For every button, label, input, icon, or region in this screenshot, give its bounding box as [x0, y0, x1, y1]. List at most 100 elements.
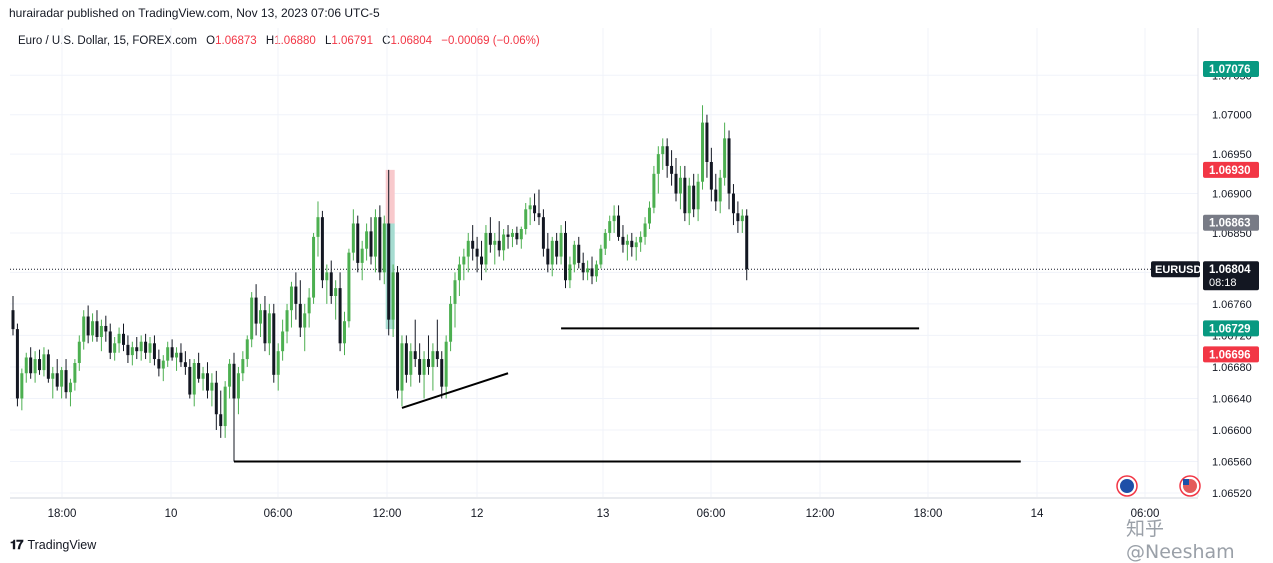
- candle-body: [488, 232, 492, 245]
- last-price-badge-label: 1.06804: [1209, 264, 1251, 276]
- price-badge-label: 1.06863: [1209, 218, 1251, 230]
- candle-body: [502, 234, 506, 251]
- trendline[interactable]: [401, 372, 509, 409]
- price-badge: [1203, 161, 1259, 178]
- y-tick-label: 1.06680: [1212, 362, 1252, 374]
- symbol-badge: [1151, 261, 1200, 278]
- candle-body: [46, 354, 50, 379]
- candle-body: [440, 359, 444, 387]
- candle-body: [91, 321, 95, 336]
- close-value: 1.06804: [390, 35, 433, 47]
- candle-body: [639, 236, 643, 243]
- candle-body: [135, 347, 139, 352]
- high-value: 1.06880: [274, 35, 316, 47]
- open-value: 1.06873: [215, 35, 257, 47]
- symbol-name[interactable]: Euro / U.S. Dollar, 15, FOREX.com: [18, 35, 197, 47]
- candle-body: [533, 205, 537, 214]
- candle-body: [603, 232, 607, 249]
- candle-body: [250, 297, 254, 340]
- candle-body: [55, 373, 59, 387]
- candle-body: [192, 363, 196, 395]
- candle-body: [462, 256, 466, 265]
- candle-body: [466, 240, 470, 257]
- candle-body: [205, 373, 209, 391]
- candle-body: [475, 248, 479, 257]
- tradingview-brand[interactable]: 𝟏𝟕 TradingView: [10, 537, 96, 553]
- candle-body: [449, 303, 453, 342]
- symbol-legend: Euro / U.S. Dollar, 15, FOREX.com O1.068…: [18, 35, 540, 47]
- candle-body: [263, 310, 267, 344]
- candle-body: [568, 264, 572, 281]
- last-price-badge: [1203, 261, 1259, 291]
- bar-countdown-label: 08:18: [1209, 277, 1237, 289]
- candle-body: [219, 414, 223, 427]
- candle-body: [11, 310, 15, 330]
- candle-body: [334, 288, 338, 296]
- publisher-line: hurairadar published on TradingView.com,…: [9, 6, 380, 20]
- price-badge-label: 1.06696: [1209, 349, 1251, 361]
- candle-body: [360, 248, 364, 263]
- candle-body: [515, 232, 519, 240]
- sell-zone[interactable]: [385, 169, 395, 224]
- candle-body: [404, 343, 408, 375]
- candle-body: [396, 272, 400, 391]
- y-tick-label: 1.07000: [1212, 110, 1252, 122]
- candle-body: [480, 256, 484, 265]
- candle-body: [298, 303, 302, 328]
- candle-body: [272, 313, 276, 375]
- candle-body: [157, 359, 161, 369]
- candle-body: [519, 229, 523, 240]
- candle-body: [307, 297, 311, 314]
- candle-body: [73, 363, 77, 383]
- candle-body: [541, 217, 545, 249]
- candle-body: [161, 360, 165, 369]
- candle-body: [179, 352, 183, 363]
- x-tick-label: 13: [597, 508, 610, 520]
- candle-body: [413, 351, 417, 360]
- candle-body: [400, 343, 404, 391]
- candle-body: [378, 217, 382, 273]
- candle-body: [148, 343, 152, 353]
- candle-body: [718, 177, 722, 202]
- candle-body: [228, 363, 232, 387]
- x-tick-label: 06:00: [697, 508, 726, 520]
- candle-body: [391, 272, 395, 320]
- candle-body: [617, 215, 621, 237]
- candle-body: [139, 341, 143, 352]
- candle-body: [674, 173, 678, 194]
- us-flag-canton-icon: [1183, 479, 1189, 485]
- candle-body: [320, 217, 324, 281]
- candle-body: [431, 351, 435, 367]
- candle-body: [740, 215, 744, 222]
- candle-body: [15, 329, 19, 399]
- candle-body: [577, 244, 581, 263]
- candle-body: [38, 359, 42, 371]
- candle-body: [130, 347, 134, 356]
- x-tick-label: 12:00: [373, 508, 402, 520]
- candle-body: [382, 223, 386, 273]
- candle-body: [586, 268, 590, 273]
- open-label: O: [206, 35, 216, 47]
- candle-body: [232, 363, 236, 399]
- candle-body: [559, 232, 563, 257]
- candle-body: [524, 209, 528, 229]
- x-tick-label: 12: [471, 508, 484, 520]
- candle-body: [29, 357, 33, 374]
- y-tick-label: 1.06560: [1212, 457, 1252, 469]
- candle-body: [670, 165, 674, 174]
- candle-body: [351, 223, 355, 253]
- candle-body: [126, 344, 130, 356]
- candle-body: [723, 138, 727, 178]
- candle-body: [457, 264, 461, 281]
- candle-body: [727, 138, 731, 194]
- watermark: 知乎 @Neesham: [1126, 518, 1235, 563]
- x-tick-label: 06:00: [264, 508, 293, 520]
- price-badge-label: 1.06930: [1209, 165, 1251, 177]
- tradingview-logo-icon: 𝟏𝟕: [10, 537, 24, 552]
- high-label: H: [265, 35, 275, 47]
- candle-body: [471, 240, 475, 249]
- candle-body: [338, 288, 342, 344]
- candle-body: [608, 221, 612, 233]
- candle-body: [696, 181, 700, 210]
